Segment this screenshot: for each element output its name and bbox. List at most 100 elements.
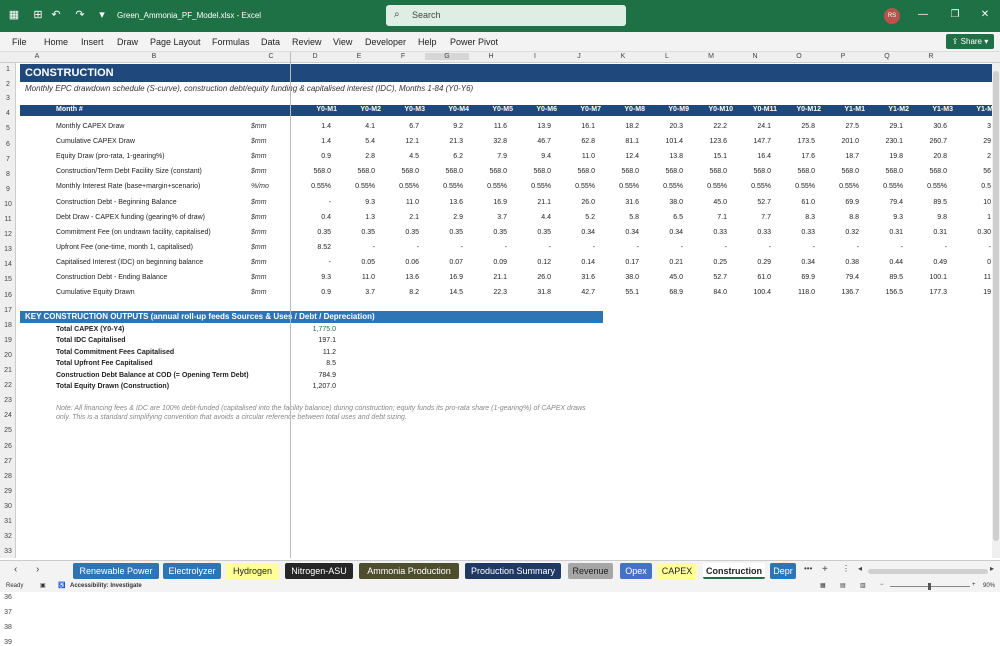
data-cell[interactable]: 0.4 bbox=[321, 213, 331, 221]
data-cell[interactable]: 0.55% bbox=[443, 183, 463, 191]
data-cell[interactable]: 16.9 bbox=[449, 274, 463, 281]
menu-home[interactable]: Home bbox=[44, 37, 69, 47]
data-cell[interactable]: - bbox=[592, 243, 595, 251]
column-header-g[interactable]: G bbox=[425, 53, 469, 60]
column-header-b[interactable]: B bbox=[151, 53, 157, 60]
data-cell[interactable]: 1 bbox=[987, 213, 991, 221]
data-cell[interactable]: 0.49 bbox=[933, 258, 947, 266]
menu-view[interactable]: View bbox=[333, 37, 353, 47]
row-header-17[interactable]: 17 bbox=[4, 306, 12, 314]
avatar[interactable]: RS bbox=[884, 8, 900, 24]
data-cell[interactable]: - bbox=[724, 243, 727, 251]
data-cell[interactable]: 25.8 bbox=[801, 123, 815, 130]
hscroll-left-icon[interactable]: ◂ bbox=[858, 564, 863, 573]
data-cell[interactable]: 0.55% bbox=[531, 183, 551, 191]
key-output-value[interactable]: 784.9 bbox=[318, 371, 336, 379]
key-output-value[interactable]: 1,207.0 bbox=[312, 383, 336, 390]
more-tabs-icon[interactable]: ••• bbox=[804, 564, 813, 573]
data-cell[interactable]: 15.1 bbox=[713, 153, 727, 161]
row-header-38[interactable]: 38 bbox=[4, 623, 12, 631]
menu-insert[interactable]: Insert bbox=[81, 37, 104, 47]
data-cell[interactable]: 0.32 bbox=[845, 228, 859, 236]
data-cell[interactable]: 0.55% bbox=[487, 183, 507, 191]
data-cell[interactable]: 2.9 bbox=[453, 213, 463, 221]
data-cell[interactable]: - bbox=[504, 243, 507, 251]
column-header-j[interactable]: J bbox=[577, 53, 581, 60]
data-cell[interactable]: - bbox=[416, 243, 419, 251]
menu-power-pivot[interactable]: Power Pivot bbox=[450, 37, 499, 47]
data-cell[interactable]: 0.17 bbox=[625, 258, 639, 266]
row-header-33[interactable]: 33 bbox=[4, 548, 12, 556]
data-cell[interactable]: 8.52 bbox=[317, 243, 331, 251]
data-cell[interactable]: 20.8 bbox=[933, 153, 947, 161]
data-cell[interactable]: 52.7 bbox=[757, 198, 771, 206]
row-header-11[interactable]: 11 bbox=[4, 216, 12, 223]
hscroll-right-icon[interactable]: ▸ bbox=[990, 564, 995, 573]
column-header-q[interactable]: Q bbox=[884, 53, 890, 60]
data-cell[interactable]: 0.30 bbox=[977, 228, 991, 236]
data-cell[interactable]: 0.33 bbox=[801, 228, 815, 236]
data-cell[interactable]: 0.55% bbox=[399, 183, 419, 191]
data-cell[interactable]: 123.6 bbox=[709, 138, 727, 146]
data-cell[interactable]: 12.1 bbox=[405, 138, 419, 146]
row-header-10[interactable]: 10 bbox=[4, 200, 12, 208]
row-header-27[interactable]: 27 bbox=[4, 457, 12, 465]
data-cell[interactable]: 0.55% bbox=[663, 183, 683, 191]
undo-icon[interactable]: ↶ bbox=[51, 9, 61, 21]
data-cell[interactable]: 4.4 bbox=[541, 213, 551, 221]
row-header-26[interactable]: 26 bbox=[4, 442, 12, 450]
zoom-in-icon[interactable]: + bbox=[972, 582, 976, 588]
data-cell[interactable]: - bbox=[988, 243, 991, 251]
data-cell[interactable]: 147.7 bbox=[753, 138, 771, 146]
sheet-tab-revenue[interactable]: Revenue bbox=[568, 563, 613, 579]
data-cell[interactable]: 46.7 bbox=[537, 138, 551, 146]
data-cell[interactable]: - bbox=[900, 243, 903, 251]
data-cell[interactable]: - bbox=[372, 243, 375, 251]
data-cell[interactable]: 0.35 bbox=[449, 228, 463, 236]
row-header-3[interactable]: 3 bbox=[6, 95, 10, 103]
data-cell[interactable]: 8.8 bbox=[849, 213, 859, 221]
data-cell[interactable]: 568.0 bbox=[533, 168, 551, 176]
menu-page-layout[interactable]: Page Layout bbox=[150, 37, 201, 47]
row-header-5[interactable]: 5 bbox=[6, 125, 10, 133]
sheet-tab-construction[interactable]: Construction bbox=[703, 563, 765, 579]
data-cell[interactable]: 0.55% bbox=[927, 183, 947, 191]
data-cell[interactable]: 42.7 bbox=[581, 289, 595, 297]
row-header-16[interactable]: 16 bbox=[4, 291, 12, 299]
data-cell[interactable]: 21.1 bbox=[537, 198, 551, 206]
row-header-20[interactable]: 20 bbox=[4, 351, 12, 359]
row-header-32[interactable]: 32 bbox=[4, 533, 12, 541]
column-header-e[interactable]: E bbox=[356, 53, 362, 60]
menu-review[interactable]: Review bbox=[292, 37, 322, 47]
minimize-icon[interactable]: — bbox=[918, 9, 928, 20]
data-cell[interactable]: 55.1 bbox=[625, 289, 639, 297]
data-cell[interactable]: 1.4 bbox=[321, 123, 331, 130]
menu-data[interactable]: Data bbox=[261, 37, 281, 47]
row-header-6[interactable]: 6 bbox=[6, 140, 10, 148]
sheet-tab-depr[interactable]: Depr bbox=[770, 563, 796, 579]
page-layout-view-icon[interactable]: ▤ bbox=[840, 583, 846, 589]
data-cell[interactable]: 100.1 bbox=[929, 274, 947, 281]
macro-record-icon[interactable]: ▣ bbox=[40, 583, 46, 589]
data-cell[interactable]: - bbox=[636, 243, 639, 251]
data-cell[interactable]: 26.0 bbox=[581, 198, 595, 206]
key-output-value[interactable]: 197.1 bbox=[318, 337, 336, 345]
data-cell[interactable]: 568.0 bbox=[797, 168, 815, 176]
data-cell[interactable]: 69.9 bbox=[845, 198, 859, 206]
data-cell[interactable]: 81.1 bbox=[625, 138, 639, 146]
data-cell[interactable]: 11.6 bbox=[493, 123, 507, 130]
data-cell[interactable]: 0.34 bbox=[669, 228, 683, 236]
column-header-d[interactable]: D bbox=[312, 53, 318, 60]
data-cell[interactable]: - bbox=[680, 243, 683, 251]
column-header-o[interactable]: O bbox=[796, 53, 802, 60]
data-cell[interactable]: 5.4 bbox=[365, 138, 375, 146]
normal-view-icon[interactable]: ▦ bbox=[820, 583, 826, 589]
key-output-value[interactable]: 1,775.0 bbox=[312, 326, 336, 333]
data-cell[interactable]: 156.5 bbox=[885, 289, 903, 297]
column-header-a[interactable]: A bbox=[34, 53, 40, 60]
row-header-29[interactable]: 29 bbox=[4, 487, 12, 495]
data-cell[interactable]: 26.0 bbox=[537, 274, 551, 281]
data-cell[interactable]: 0.55% bbox=[839, 183, 859, 191]
data-cell[interactable]: 7.9 bbox=[497, 153, 507, 161]
data-cell[interactable]: 19 bbox=[983, 289, 991, 297]
